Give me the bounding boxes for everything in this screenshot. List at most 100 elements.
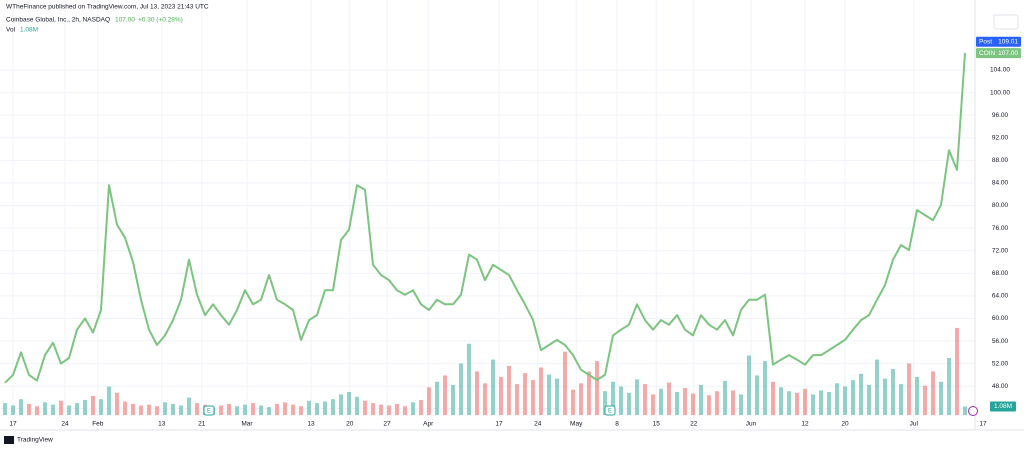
price-tag-value: 107.00: [998, 50, 1018, 57]
y-tick-label: 64.00: [992, 293, 1009, 300]
y-tick-label: 76.00: [992, 225, 1009, 232]
last-price: 107.00: [115, 17, 135, 24]
x-tick-label: 20: [841, 421, 849, 428]
volume-bar: [347, 392, 351, 415]
price-line: [4, 53, 966, 384]
volume-bar: [395, 403, 399, 415]
volume-bar: [155, 406, 159, 415]
volume-bar: [627, 392, 631, 415]
dividend-marker: [968, 406, 978, 416]
volume-bar: [235, 406, 239, 415]
volume-bar: [307, 400, 311, 415]
price-tag-name: COIN: [979, 50, 996, 57]
x-tick-label: 24: [61, 421, 69, 428]
volume-bar: [299, 406, 303, 415]
x-tick-label: May: [570, 421, 583, 428]
volume-bar: [595, 361, 599, 415]
x-tick-label: 17: [979, 421, 987, 428]
volume-bar: [651, 394, 655, 415]
price-tag-value: 109.01: [998, 38, 1018, 45]
volume-bar: [171, 403, 175, 415]
volume-bar: [643, 384, 647, 415]
y-tick-label: 48.00: [992, 383, 1009, 390]
y-tick-label: 52.00: [992, 360, 1009, 367]
volume-bar: [723, 380, 727, 415]
x-tick-label: 13: [307, 421, 315, 428]
volume-bar: [323, 401, 327, 415]
volume-bar: [3, 403, 7, 415]
brand: TradingView: [17, 437, 53, 444]
volume-bar: [283, 402, 287, 415]
volume-bar: [675, 392, 679, 415]
volume-bar: [731, 390, 735, 415]
volume-bar: [43, 402, 47, 415]
volume-bar: [803, 388, 807, 415]
volume-bar: [795, 392, 799, 415]
volume-bar: [147, 404, 151, 415]
symbol: Coinbase Global, Inc., 2h, NASDAQ: [6, 17, 110, 24]
y-tick-label: 68.00: [992, 270, 1009, 277]
volume-bar: [443, 375, 447, 415]
volume-tag-label: 1.08M: [994, 403, 1012, 410]
volume-bar: [563, 351, 567, 415]
price-tag: [976, 48, 1021, 59]
svg-text:E: E: [207, 409, 211, 415]
earnings-marker: E: [604, 405, 616, 416]
volume-bar: [963, 406, 967, 415]
x-tick-label: 27: [383, 421, 391, 428]
price-tag: [976, 36, 1021, 47]
volume-bar: [539, 367, 543, 415]
volume-bar: [923, 385, 927, 415]
volume-bar: [715, 391, 719, 415]
y-tick-label: 84.00: [992, 180, 1009, 187]
volume-bar: [579, 383, 583, 415]
volume-bar: [99, 399, 103, 415]
y-tick-label: 72.00: [992, 247, 1009, 254]
volume-bar: [547, 374, 551, 415]
volume-bar: [499, 377, 503, 415]
volume-bar: [227, 403, 231, 415]
x-tick-label: 20: [346, 421, 354, 428]
change: +0.30 (+0.28%): [138, 17, 183, 24]
y-tick-label: 104.00: [990, 67, 1010, 74]
volume-bar: [611, 381, 615, 415]
volume-bar: [811, 394, 815, 415]
y-tick-label: 96.00: [992, 112, 1009, 119]
volume-bar: [19, 399, 23, 415]
volume-bar: [939, 381, 943, 415]
volume-bar: [587, 371, 591, 415]
volume-bar: [915, 377, 919, 415]
volume-bar: [411, 402, 415, 415]
volume-bar: [787, 391, 791, 415]
volume-bar: [435, 381, 439, 415]
volume-bar: [691, 393, 695, 415]
volume-bar: [515, 384, 519, 415]
volume-bar: [427, 387, 431, 415]
volume-bar: [195, 403, 199, 415]
x-tick-label: 24: [534, 421, 542, 428]
volume-bar: [459, 363, 463, 415]
volume-bar: [11, 405, 15, 415]
volume-bar: [131, 403, 135, 415]
vol-value: 1.08M: [20, 27, 38, 34]
volume-bar: [275, 403, 279, 415]
volume-bar: [379, 404, 383, 415]
volume-bar: [827, 392, 831, 415]
volume-bar: [467, 343, 471, 415]
volume-bar: [419, 399, 423, 415]
menu-button[interactable]: [993, 14, 1019, 30]
volume-bar: [523, 373, 527, 415]
volume-bar: [771, 381, 775, 415]
volume-bar: [107, 386, 111, 415]
volume-bar: [123, 401, 127, 415]
y-tick-label: 56.00: [992, 338, 1009, 345]
volume-bar: [387, 405, 391, 415]
volume-bar: [507, 365, 511, 415]
volume-bar: [835, 383, 839, 415]
x-tick-label: 17: [9, 421, 17, 428]
volume-bar: [947, 358, 951, 415]
volume-bar: [187, 397, 191, 415]
volume-tag: [990, 401, 1016, 412]
